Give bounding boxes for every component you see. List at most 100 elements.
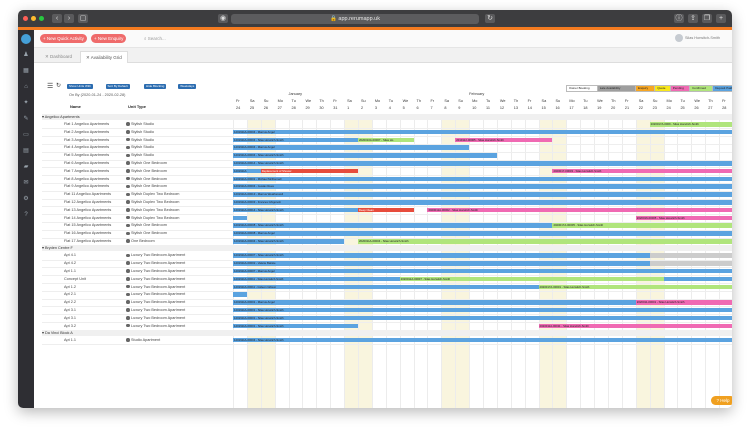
avatar[interactable] — [675, 34, 683, 42]
expand-icon[interactable]: ▾ — [42, 115, 45, 119]
booking-bar[interactable]: 2020017-00003 - Silas Horwitch-Smith — [552, 168, 732, 174]
expand-icon[interactable]: ▾ — [42, 246, 45, 251]
shield-icon[interactable]: ◉ — [218, 14, 228, 23]
booking-bar[interactable]: 2020017A-0009 - Silas Horwitch-Smith — [649, 122, 732, 127]
unit-name[interactable]: Flat 16 Angelico Apartments — [64, 231, 112, 236]
booking-bar[interactable]: Deep Clean — [358, 207, 414, 213]
booking-bar[interactable]: 2020011A-00002 - Silas Horwitch-Smith — [427, 207, 732, 213]
booking-bar[interactable]: 2020010A-00007 - Silas Ho — [358, 137, 414, 143]
tasks-icon[interactable]: ✎ — [23, 116, 29, 122]
properties-icon[interactable]: ⌂ — [24, 84, 28, 90]
group-header[interactable]: ▾ Da Vinci Block A — [42, 329, 732, 336]
minimize-window-button[interactable] — [31, 16, 36, 21]
close-window-button[interactable] — [23, 16, 28, 21]
folder-icon[interactable]: ▰ — [23, 164, 29, 170]
user-name[interactable]: Silas Horwitch-Smith — [685, 36, 721, 40]
booking-bar[interactable]: 1201911A-00003 - Frances Ghigoretti — [233, 200, 732, 205]
booking-bar[interactable]: 1201911A-00008 - Silas Horwitch-Smith — [233, 223, 732, 228]
unit-name[interactable]: Flat 1 Angelico Apartments — [64, 122, 110, 126]
toolbar-chip[interactable]: Show Units With — [67, 84, 94, 89]
settings-icon[interactable]: ⚙ — [23, 196, 29, 202]
booking-bar[interactable]: 1201911A-00004 - Marcus Angel — [233, 145, 470, 150]
reports-icon[interactable]: ▤ — [23, 148, 29, 154]
unit-name[interactable]: Flat 7 Angelico Apartments — [64, 168, 110, 173]
booking-bar[interactable]: 1201911A-00007 - Silas Horwitch-Smith — [233, 253, 650, 258]
forward-icon[interactable]: › — [64, 14, 74, 23]
new-tab-icon[interactable]: + — [716, 14, 726, 23]
unit-name[interactable]: Concept Unit — [64, 276, 86, 281]
unit-name[interactable]: Apt 4.1 — [64, 253, 77, 258]
unit-name[interactable]: Flat 15 Angelico Apartments — [64, 223, 112, 228]
menu-icon[interactable]: ☰ — [47, 83, 54, 90]
booking-bar[interactable] — [233, 292, 247, 297]
unit-name[interactable]: Flat 12 Angelico Apartments — [64, 200, 112, 204]
finance-icon[interactable]: ▭ — [23, 132, 29, 138]
messages-icon[interactable]: ✉ — [23, 180, 29, 186]
group-header[interactable]: ▾ Bryden Centre F — [42, 245, 732, 252]
new-quick-activity-button[interactable]: + New Quick Activity — [40, 34, 87, 43]
booking-bar[interactable]: 1201911A-00014 - Silas Horwitch-Smith — [233, 161, 732, 166]
booking-bar[interactable]: 1201911A-00004 - Silas Horwitch-Smith — [233, 137, 358, 143]
back-icon[interactable]: ‹ — [52, 14, 62, 23]
help-button[interactable]: ? Help — [711, 396, 732, 405]
expand-icon[interactable]: ▾ — [42, 330, 45, 335]
booking-bar[interactable]: 1201911A-00013 - Marcus Weatherwell — [233, 192, 732, 197]
maximize-window-button[interactable] — [39, 16, 44, 21]
booking-bar[interactable]: 2020017A-00005 - Silas Horwitch-Smith — [552, 223, 732, 228]
booking-bar[interactable]: 2020011A-00004 - Silas Horwitch-Smith — [358, 239, 732, 244]
booking-bar[interactable]: 1201911A-00001 - Silas Horwitch-Smith — [233, 323, 358, 328]
booking-bar[interactable]: 1201911A-00007 - Marcus Angel — [233, 268, 732, 274]
booking-bar[interactable]: 1201911A-00001 - Silas Horwitch-Smith — [233, 315, 732, 321]
refresh-icon[interactable]: ↻ — [56, 83, 62, 89]
booking-bar[interactable]: 1201911A-00004 - Silas Horwitch-Smith — [233, 337, 732, 343]
booking-bar[interactable]: 2020011-00001 - Silas Horwitch-Smith — [635, 300, 732, 305]
booking-bar[interactable]: 1201911A-00011 - Gideon Gibson — [233, 284, 732, 289]
calendar-icon[interactable]: ▦ — [23, 68, 29, 74]
unit-name[interactable]: Flat 5 Angelico Apartments — [64, 153, 110, 158]
booking-bar[interactable]: 1201911A-00004 - Gustav Rees — [233, 184, 732, 189]
unit-name[interactable]: Apt 2.2 — [64, 300, 77, 305]
unit-name[interactable]: Flat 17 Angelico Apartments — [64, 239, 112, 243]
booking-bar[interactable]: 1201911A-00002 - Valerie Batiste — [233, 261, 650, 266]
booking-bar[interactable]: 1201911A-00008 - Marcus Angel — [233, 231, 732, 236]
help-circle-icon[interactable]: ? — [24, 212, 28, 218]
sidebar-toggle-icon[interactable]: ▢ — [78, 14, 88, 23]
address-bar[interactable]: 🔒 app.rerumapp.uk — [231, 14, 479, 24]
booking-bar[interactable]: 2019112-00005 - Silas Horwitch-Smith — [455, 137, 553, 143]
search-input[interactable]: ⌕ Search... — [144, 34, 264, 43]
unit-name[interactable]: Flat 6 Angelico Apartments — [64, 161, 110, 165]
booking-bar[interactable]: 2020016-00005 - Silas Horwitch-Smith — [635, 215, 732, 221]
share-icon[interactable]: ⇪ — [688, 14, 698, 23]
toolbar-chip[interactable]: Hide Blocking — [144, 84, 167, 89]
booking-bar[interactable]: 1201911A — [233, 168, 261, 174]
new-enquiry-button[interactable]: + New Enquiry — [91, 34, 127, 43]
tag-icon[interactable]: ✦ — [23, 100, 29, 106]
unit-name[interactable]: Flat 3 Angelico Apartments — [64, 137, 110, 142]
unit-name[interactable]: Flat 14 Angelico Apartments — [64, 215, 112, 220]
toolbar-chip[interactable]: Weekdays — [178, 84, 197, 89]
contacts-icon[interactable]: ♟ — [23, 52, 29, 58]
booking-bar[interactable]: 1201911A-00001 - Marcus Angel — [233, 300, 732, 305]
tabs-icon[interactable]: ❐ — [702, 14, 712, 23]
toolbar-chip[interactable]: Sort By Default — [105, 84, 130, 89]
unit-name[interactable]: Apt 1.1 — [64, 268, 77, 273]
unit-name[interactable]: Apt 3.1 — [64, 315, 77, 320]
booking-bar[interactable] — [649, 253, 732, 258]
unit-name[interactable]: Apt 1.2 — [64, 284, 77, 289]
group-header[interactable]: ▾ Angelico Apartments — [42, 114, 732, 120]
unit-name[interactable]: Flat 2 Angelico Apartments — [64, 129, 110, 134]
unit-name[interactable]: Flat 4 Angelico Apartments — [64, 145, 110, 150]
unit-name[interactable]: Apt 2.1 — [64, 292, 77, 297]
tab-dashboard[interactable]: ✕ Dashboard — [40, 51, 77, 62]
booking-bar[interactable]: 1201911A-00004 - Silas Horwitch-Smith — [233, 153, 497, 158]
close-icon[interactable]: ✕ — [45, 54, 49, 59]
booking-bar[interactable]: 1201911A-00014 - Silas Horwitch-Smith — [233, 207, 358, 213]
tab-availability-grid[interactable]: ✕ Availability Grid — [80, 51, 128, 63]
booking-bar[interactable]: 2020017A-00001 - Silas Horwitch-Smith — [538, 284, 732, 289]
unit-name[interactable]: Apt 3.2 — [64, 323, 77, 328]
unit-name[interactable]: Flat 13 Angelico Apartments — [64, 207, 112, 212]
close-icon[interactable]: ✕ — [86, 55, 90, 60]
unit-name[interactable]: Apt 4.2 — [64, 261, 77, 266]
booking-bar[interactable]: 1201911A-00001 - Michael McDonnell — [233, 176, 732, 182]
unit-name[interactable]: Flat 8 Angelico Apartments — [64, 176, 110, 181]
